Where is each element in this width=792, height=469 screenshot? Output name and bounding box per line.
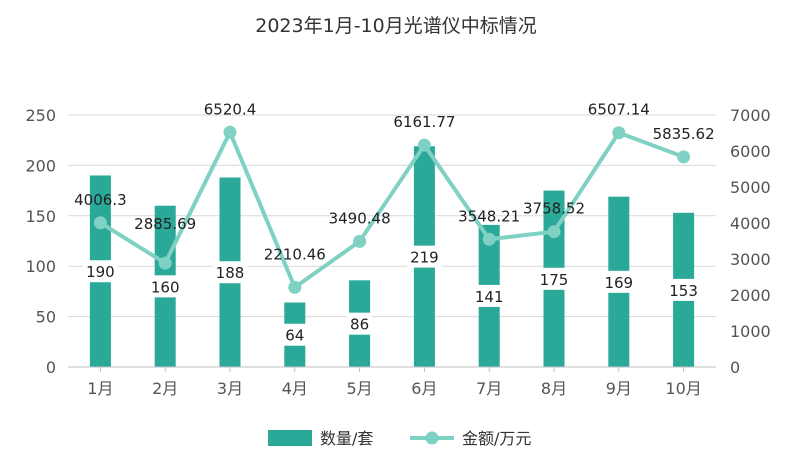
bar-label-bg (666, 278, 701, 301)
bar-label-bg (83, 260, 118, 283)
y-left-tick-label: 50 (36, 308, 56, 327)
bar-data-label: 86 (350, 316, 369, 334)
amount-line (99, 130, 685, 290)
line-data-label: 3548.21 (458, 207, 520, 225)
line-point (93, 216, 107, 230)
x-tick-label: 10月 (665, 379, 701, 398)
line-point (482, 232, 496, 246)
line-series (93, 125, 691, 294)
line-point (158, 256, 172, 270)
bar-data-label: 175 (540, 271, 569, 289)
y-right-tick-label: 2000 (730, 286, 771, 305)
bar-series (89, 146, 695, 367)
x-tick-label: 5月 (347, 379, 373, 398)
line-point (417, 138, 431, 152)
y-right-tick-label: 0 (730, 358, 740, 377)
y-right-tick-label: 3000 (730, 250, 771, 269)
gridlines (68, 114, 716, 318)
bar-label-bg (536, 267, 572, 290)
x-tick-label: 6月 (411, 379, 437, 398)
x-tick-label: 9月 (606, 379, 632, 398)
line-data-label: 2210.46 (264, 245, 326, 263)
line-data-label: 3758.52 (523, 200, 585, 218)
bar-data-label: 64 (285, 327, 304, 345)
x-tick-label: 8月 (541, 379, 567, 398)
data-labels: 190 160 188 64 86 219 141 175 169 153 4006.3 2885.6… (74, 100, 715, 346)
bar-label-bg (212, 261, 248, 284)
legend-label-line: 金额/万元 (462, 429, 531, 448)
bar-label-bg (407, 245, 442, 268)
line-data-label: 6520.4 (204, 100, 257, 118)
line-point (612, 126, 626, 140)
legend-swatch-marker (425, 431, 439, 445)
line-point (288, 280, 302, 294)
x-tick-label: 4月 (282, 379, 308, 398)
y-right-tick-label: 5000 (730, 178, 771, 197)
line-point (677, 150, 691, 164)
line-data-label: 5835.62 (653, 125, 715, 143)
y-left-tick-label: 100 (25, 257, 56, 276)
axes: 0 50 100 150 200 250 0 1000 2000 3000 4000 5000 6000… (25, 106, 770, 398)
bar-data-label: 219 (410, 249, 439, 267)
bar-data-label: 169 (604, 274, 633, 292)
x-tick-label: 7月 (476, 379, 502, 398)
bar-data-label: 153 (669, 282, 698, 300)
line-data-label: 2885.69 (134, 215, 196, 233)
y-right-tick-label: 6000 (730, 142, 771, 161)
line-data-label: 4006.3 (74, 191, 127, 209)
x-tick-label: 2月 (152, 379, 178, 398)
y-left-tick-label: 250 (25, 106, 56, 125)
bar-label-bg (147, 275, 183, 298)
y-left-tick-label: 150 (25, 207, 56, 226)
bar-data-label: 141 (475, 288, 504, 306)
line-point (547, 225, 561, 239)
line-data-label: 3490.48 (329, 209, 391, 227)
bar-data-label: 160 (151, 278, 180, 296)
y-left-tick-label: 0 (46, 358, 56, 377)
y-left-tick-label: 200 (25, 156, 56, 175)
legend: 数量/套 金额/万元 (268, 429, 531, 448)
bar-label-bg (282, 323, 308, 346)
line-data-label: 6161.77 (393, 113, 455, 131)
bar-label-bg (471, 284, 507, 307)
line-point (353, 234, 367, 248)
line-point (223, 125, 237, 139)
x-tick-label: 1月 (87, 379, 113, 398)
legend-swatch-bars (268, 430, 312, 446)
bar-data-label: 188 (216, 264, 245, 282)
legend-label-bars: 数量/套 (320, 429, 373, 448)
line-data-label: 6507.14 (588, 101, 650, 119)
bar-data-label: 190 (86, 263, 115, 281)
y-right-tick-label: 7000 (730, 106, 771, 125)
bar-label-bg (347, 312, 373, 335)
y-right-tick-label: 4000 (730, 214, 771, 233)
y-right-tick-label: 1000 (730, 322, 771, 341)
chart-title: 2023年1月-10月光谱仪中标情况 (255, 15, 536, 37)
bar-label-bg (601, 270, 637, 293)
x-tick-label: 3月 (217, 379, 243, 398)
